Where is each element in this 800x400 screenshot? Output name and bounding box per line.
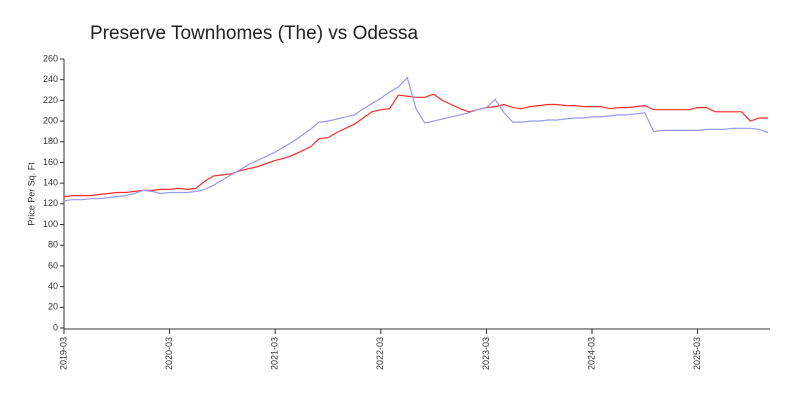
series-line	[63, 76, 769, 202]
y-tick-label: 140	[43, 178, 58, 188]
y-tick-label: 220	[43, 95, 58, 105]
x-tick-label: 2020-03	[164, 337, 174, 370]
y-tick-label: 180	[43, 136, 58, 146]
x-tick-label: 2021-03	[270, 337, 280, 370]
y-tick-label: 20	[48, 302, 58, 312]
y-tick-label: 120	[43, 198, 58, 208]
x-tick-label: 2025-03	[692, 337, 702, 370]
chart-title: Preserve Townhomes (The) vs Odessa	[90, 23, 418, 44]
y-tick-label: 80	[48, 240, 58, 250]
y-tick-label: 0	[53, 322, 58, 332]
y-tick-label: 160	[43, 157, 58, 167]
y-tick-label: 240	[43, 74, 58, 84]
series-line	[63, 93, 768, 198]
y-tick-label: 100	[43, 219, 58, 229]
x-tick-label: 2019-03	[58, 337, 68, 370]
y-axis-label: Price Per Sq. Ft	[26, 162, 36, 226]
y-tick-label: 200	[43, 115, 58, 125]
x-tick-label: 2022-03	[375, 337, 385, 370]
y-tick-label: 260	[43, 53, 58, 63]
y-tick-label: 60	[48, 260, 58, 270]
x-tick-label: 2024-03	[586, 337, 596, 370]
y-tick-label: 40	[48, 281, 58, 291]
x-tick-label: 2023-03	[481, 337, 491, 370]
